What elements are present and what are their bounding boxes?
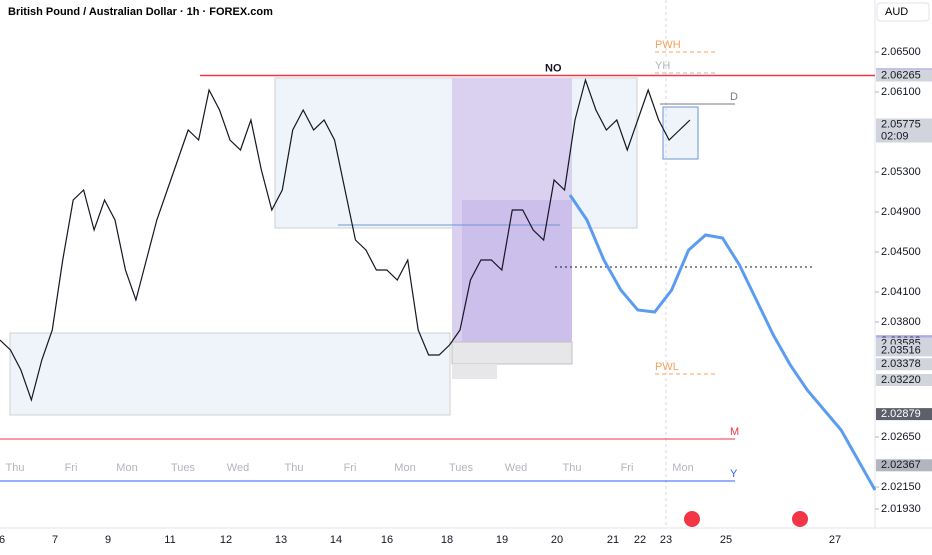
price-label: 2.02879 [881, 408, 921, 420]
x-tick-label: 13 [275, 534, 287, 546]
weekday-label: Thu [6, 462, 25, 474]
x-tick-label: 14 [330, 534, 342, 546]
x-tick-label: 6 [0, 534, 5, 546]
y-tick-label: 2.04500 [881, 246, 921, 258]
currency-button[interactable] [876, 2, 930, 22]
x-tick-label: 25 [720, 534, 732, 546]
level-label: PWL [655, 361, 679, 373]
x-tick-label: 7 [52, 534, 58, 546]
price-label-bg [876, 408, 932, 421]
x-tick-label: 19 [496, 534, 508, 546]
level-label: Y [730, 468, 738, 480]
x-tick-label: 11 [164, 534, 175, 546]
price-label: 2.03378 [881, 358, 921, 370]
y-tick-label: 2.03800 [881, 316, 921, 328]
price-label: 2.03220 [881, 374, 921, 386]
weekday-label: Thu [285, 462, 304, 474]
level-label: NO [545, 62, 562, 74]
price-label: 2.02367 [881, 459, 921, 471]
weekday-label: Thu [563, 462, 582, 474]
x-tick-label: 27 [829, 534, 841, 546]
price-line [0, 77, 691, 403]
weekday-label: Fri [65, 462, 78, 474]
zone [452, 364, 497, 379]
x-tick-label: 22 [634, 534, 646, 546]
x-tick-label: 18 [441, 534, 453, 546]
x-tick-label: 16 [381, 534, 393, 546]
weekday-label: Mon [672, 462, 693, 474]
weekday-label: Mon [116, 462, 137, 474]
price-axis [875, 0, 932, 550]
level-label: M [730, 426, 739, 438]
zone [451, 341, 573, 365]
price-label-bg [876, 69, 932, 82]
zone [462, 200, 572, 342]
weekday-label: Mon [394, 462, 415, 474]
currency[interactable]: AUD [885, 6, 908, 18]
y-tick-label: 2.05300 [881, 166, 921, 178]
event-icon[interactable] [792, 511, 808, 527]
x-tick-label: 20 [551, 534, 563, 546]
countdown: 02:09 [881, 130, 909, 142]
x-tick-label: 21 [607, 534, 619, 546]
weekday-label: Fri [621, 462, 634, 474]
price-label-bg [876, 459, 932, 472]
y-tick-label: 2.04900 [881, 206, 921, 218]
weekday-label: Tues [171, 462, 196, 474]
event-icon[interactable] [684, 511, 700, 527]
y-tick-label: 2.02650 [881, 431, 921, 443]
zone [9, 332, 451, 416]
level-label: YH [655, 60, 670, 72]
price-label: 2.06265 [881, 69, 921, 81]
symbol-title: British Pound / Australian Dollar · 1h ·… [8, 6, 273, 18]
y-tick-label: 2.06100 [881, 86, 921, 98]
price-label-bg [876, 374, 932, 386]
price-label-bg [876, 344, 932, 357]
price-label-bg [876, 358, 932, 371]
weekday-label: Wed [505, 462, 527, 474]
weekday-label: Fri [344, 462, 357, 474]
x-tick-label: 12 [220, 534, 232, 546]
x-tick-label: 23 [660, 534, 672, 546]
price-label: 2.05775 [881, 118, 921, 130]
forecast-line [568, 194, 877, 491]
y-tick-label: 2.02150 [881, 481, 921, 493]
weekday-label: Wed [227, 462, 249, 474]
level-label: D [730, 91, 738, 103]
y-tick-label: 2.01930 [881, 503, 921, 515]
price-label: 2.03516 [881, 344, 921, 356]
x-tick-label: 9 [105, 534, 111, 546]
weekday-label: Tues [449, 462, 474, 474]
level-label: PWH [655, 39, 681, 51]
y-tick-label: 2.06500 [881, 46, 921, 58]
countdown-bg [876, 130, 932, 143]
y-tick-label: 2.04100 [881, 286, 921, 298]
zone [662, 106, 699, 160]
price-label-bg [876, 118, 932, 131]
